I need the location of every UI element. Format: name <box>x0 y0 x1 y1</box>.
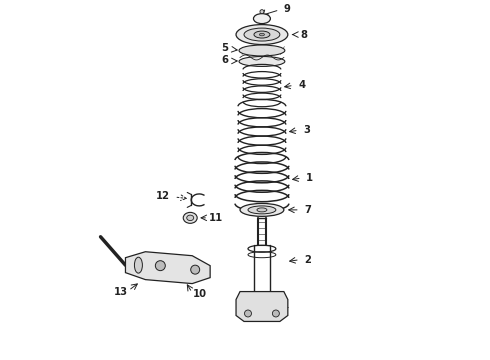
Ellipse shape <box>191 265 200 274</box>
Ellipse shape <box>239 57 285 67</box>
Text: 7: 7 <box>304 205 311 215</box>
Text: 3: 3 <box>303 125 310 135</box>
Ellipse shape <box>248 206 276 214</box>
Text: 2: 2 <box>304 255 311 265</box>
Text: 4: 4 <box>298 80 305 90</box>
Text: 10: 10 <box>193 289 207 298</box>
Ellipse shape <box>239 45 285 56</box>
Polygon shape <box>236 292 288 321</box>
Text: 12: 12 <box>155 191 170 201</box>
Text: 13: 13 <box>114 287 127 297</box>
Ellipse shape <box>244 28 280 41</box>
Ellipse shape <box>253 14 270 24</box>
Text: 1: 1 <box>306 173 313 183</box>
Ellipse shape <box>240 203 284 216</box>
Ellipse shape <box>260 10 264 14</box>
Ellipse shape <box>187 215 194 221</box>
Text: 9: 9 <box>283 4 290 14</box>
Ellipse shape <box>236 24 288 45</box>
Text: 8: 8 <box>300 30 307 40</box>
Ellipse shape <box>259 33 265 36</box>
Ellipse shape <box>254 31 270 38</box>
Text: 11: 11 <box>209 213 223 223</box>
Ellipse shape <box>272 310 279 317</box>
Ellipse shape <box>257 208 267 212</box>
Ellipse shape <box>155 261 165 271</box>
Text: 5: 5 <box>221 42 228 53</box>
Polygon shape <box>125 252 210 284</box>
Ellipse shape <box>134 257 143 273</box>
Text: 6: 6 <box>221 55 228 66</box>
Ellipse shape <box>183 212 197 223</box>
Ellipse shape <box>245 310 251 317</box>
